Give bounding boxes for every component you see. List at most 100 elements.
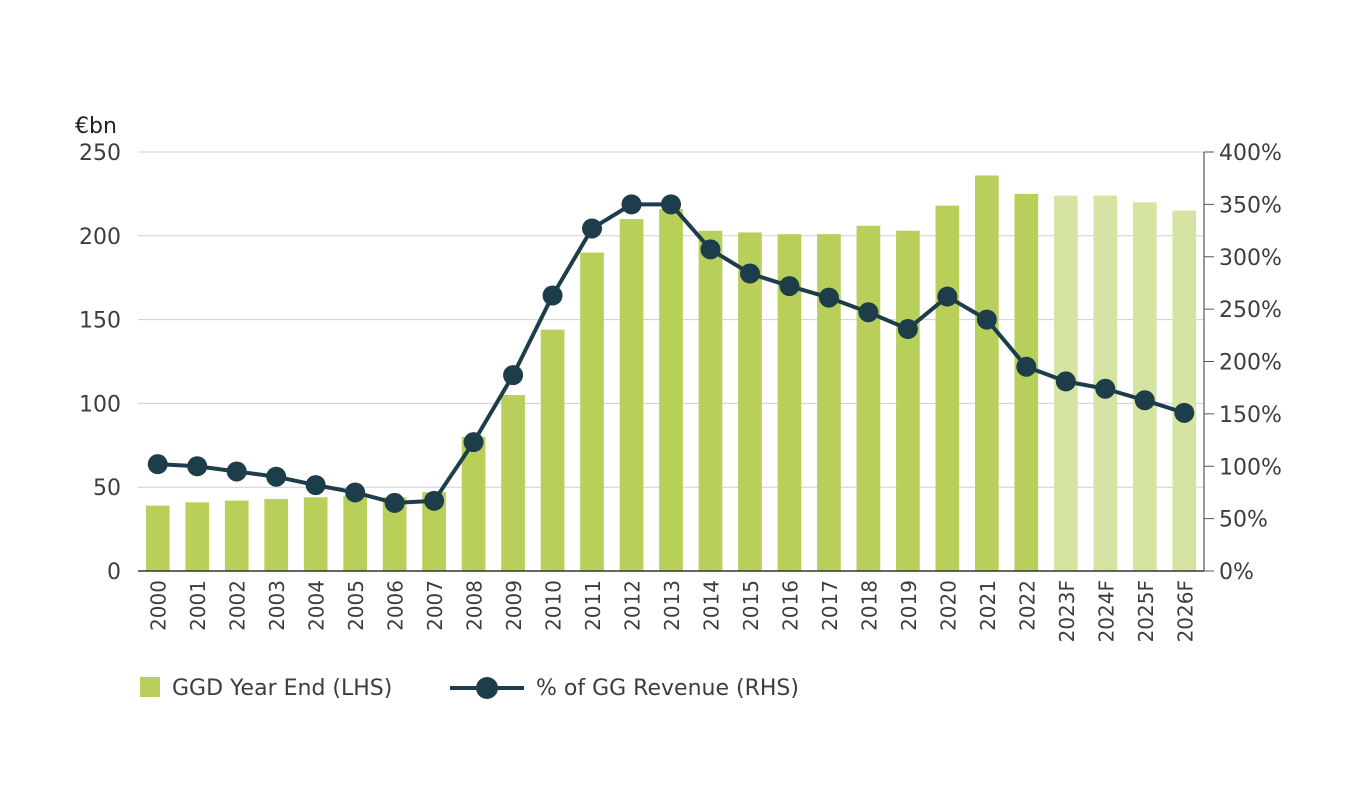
y-left-tick-label: 150: [79, 309, 121, 334]
y-left-tick-label: 50: [93, 476, 121, 501]
bar: [540, 329, 565, 571]
axis-labels: €bn 0 50 100 150 200 250 0% 50% 100% 150% 200% 250%…: [75, 114, 1282, 642]
line-point: [187, 456, 208, 477]
y-left-tick-label: 250: [79, 141, 121, 166]
line-point: [1016, 356, 1037, 377]
x-tick-label: 2025F: [1134, 580, 1158, 642]
x-tick-label: 2004: [305, 580, 329, 631]
bar: [343, 495, 367, 571]
line-point: [937, 286, 958, 307]
bar: [856, 225, 881, 571]
y-right-tick-label: 300%: [1219, 246, 1282, 271]
bar: [619, 219, 644, 572]
bar: [461, 436, 486, 571]
line-point: [858, 302, 879, 323]
y-left-tick-label: 200: [79, 225, 121, 250]
line-point: [1134, 390, 1155, 411]
x-tick-label: 2003: [265, 580, 289, 631]
bar-forecast: [1132, 202, 1157, 571]
x-tick-label: 2023F: [1055, 580, 1079, 642]
bar-forecast: [1172, 210, 1197, 571]
x-tick-label: 2000: [147, 580, 171, 631]
x-tick-label: 2016: [778, 580, 802, 631]
line-point: [582, 218, 603, 239]
y-right-tick-label: 200%: [1219, 351, 1282, 376]
x-tick-label: 2005: [344, 580, 368, 631]
y-right-tick-label: 250%: [1219, 298, 1282, 323]
line-point: [818, 287, 839, 308]
legend-marker: [476, 677, 498, 699]
line-point: [700, 239, 721, 260]
line-point: [503, 365, 524, 386]
legend: GGD Year End (LHS) % of GG Revenue (RHS): [140, 676, 799, 701]
line-point: [621, 194, 642, 215]
line-point: [266, 466, 287, 487]
x-tick-label: 2022: [1015, 580, 1039, 631]
y-right-tick-label: 100%: [1219, 455, 1282, 480]
bar: [501, 395, 525, 571]
y-left-tick-label: 100: [79, 392, 121, 417]
axes: [138, 151, 1214, 572]
x-tick-label: 2006: [384, 580, 408, 631]
x-tick-label: 2011: [581, 580, 605, 631]
x-tick-label: 2007: [423, 580, 447, 631]
x-tick-label: 2012: [621, 580, 645, 631]
bar: [264, 498, 289, 571]
y-right-tick-label: 0%: [1219, 560, 1254, 585]
bar: [580, 252, 604, 571]
line-point: [384, 492, 405, 513]
bar: [185, 502, 210, 571]
bar: [659, 208, 683, 571]
line-point: [976, 309, 997, 330]
line-point: [1055, 371, 1076, 392]
x-tick-label: 2014: [699, 580, 723, 631]
x-tick-label: 2002: [226, 580, 250, 631]
bar: [777, 234, 802, 571]
line-point: [1174, 402, 1195, 423]
x-tick-label: 2024F: [1094, 580, 1118, 642]
line-point: [424, 490, 445, 511]
line-point: [897, 319, 918, 340]
y-right-tick-label: 150%: [1219, 403, 1282, 428]
x-tick-label: 2021: [976, 580, 1000, 631]
bar: [224, 500, 249, 571]
x-tick-label: 2010: [542, 580, 566, 631]
x-tick-label: 2020: [936, 580, 960, 631]
line-series: [147, 194, 1195, 513]
bar: [422, 492, 446, 571]
x-tick-label: 2018: [857, 580, 881, 631]
line-point: [1095, 378, 1116, 399]
line-point: [226, 461, 247, 482]
y-right-tick-label: 350%: [1219, 193, 1282, 218]
line-point: [739, 263, 760, 284]
bar: [975, 175, 999, 572]
bar: [935, 205, 960, 571]
legend-label-line: % of GG Revenue (RHS): [536, 676, 799, 701]
line-point: [345, 482, 366, 503]
x-tick-label: 2013: [660, 580, 684, 631]
bar: [1014, 193, 1039, 571]
line-point: [147, 454, 168, 475]
x-tick-label: 2001: [186, 580, 210, 631]
x-tick-label: 2026F: [1173, 580, 1197, 642]
x-tick-label: 2019: [897, 580, 921, 631]
bar: [698, 230, 723, 571]
line-point: [305, 475, 326, 496]
y-axis-unit-label: €bn: [75, 114, 117, 139]
x-tick-label: 2009: [502, 580, 526, 631]
line-point: [542, 285, 563, 306]
legend-swatch-bar: [140, 677, 160, 697]
bar: [303, 497, 328, 571]
bar: [145, 505, 170, 571]
legend-label-bar: GGD Year End (LHS): [172, 676, 392, 701]
y-right-tick-label: 400%: [1219, 141, 1282, 166]
x-tick-label: 2017: [818, 580, 842, 631]
bar: [738, 232, 762, 571]
line-point: [463, 432, 484, 453]
bar: [817, 234, 841, 571]
x-tick-label: 2008: [463, 580, 487, 631]
y-left-tick-label: 0: [107, 560, 121, 585]
line-point: [661, 194, 681, 215]
